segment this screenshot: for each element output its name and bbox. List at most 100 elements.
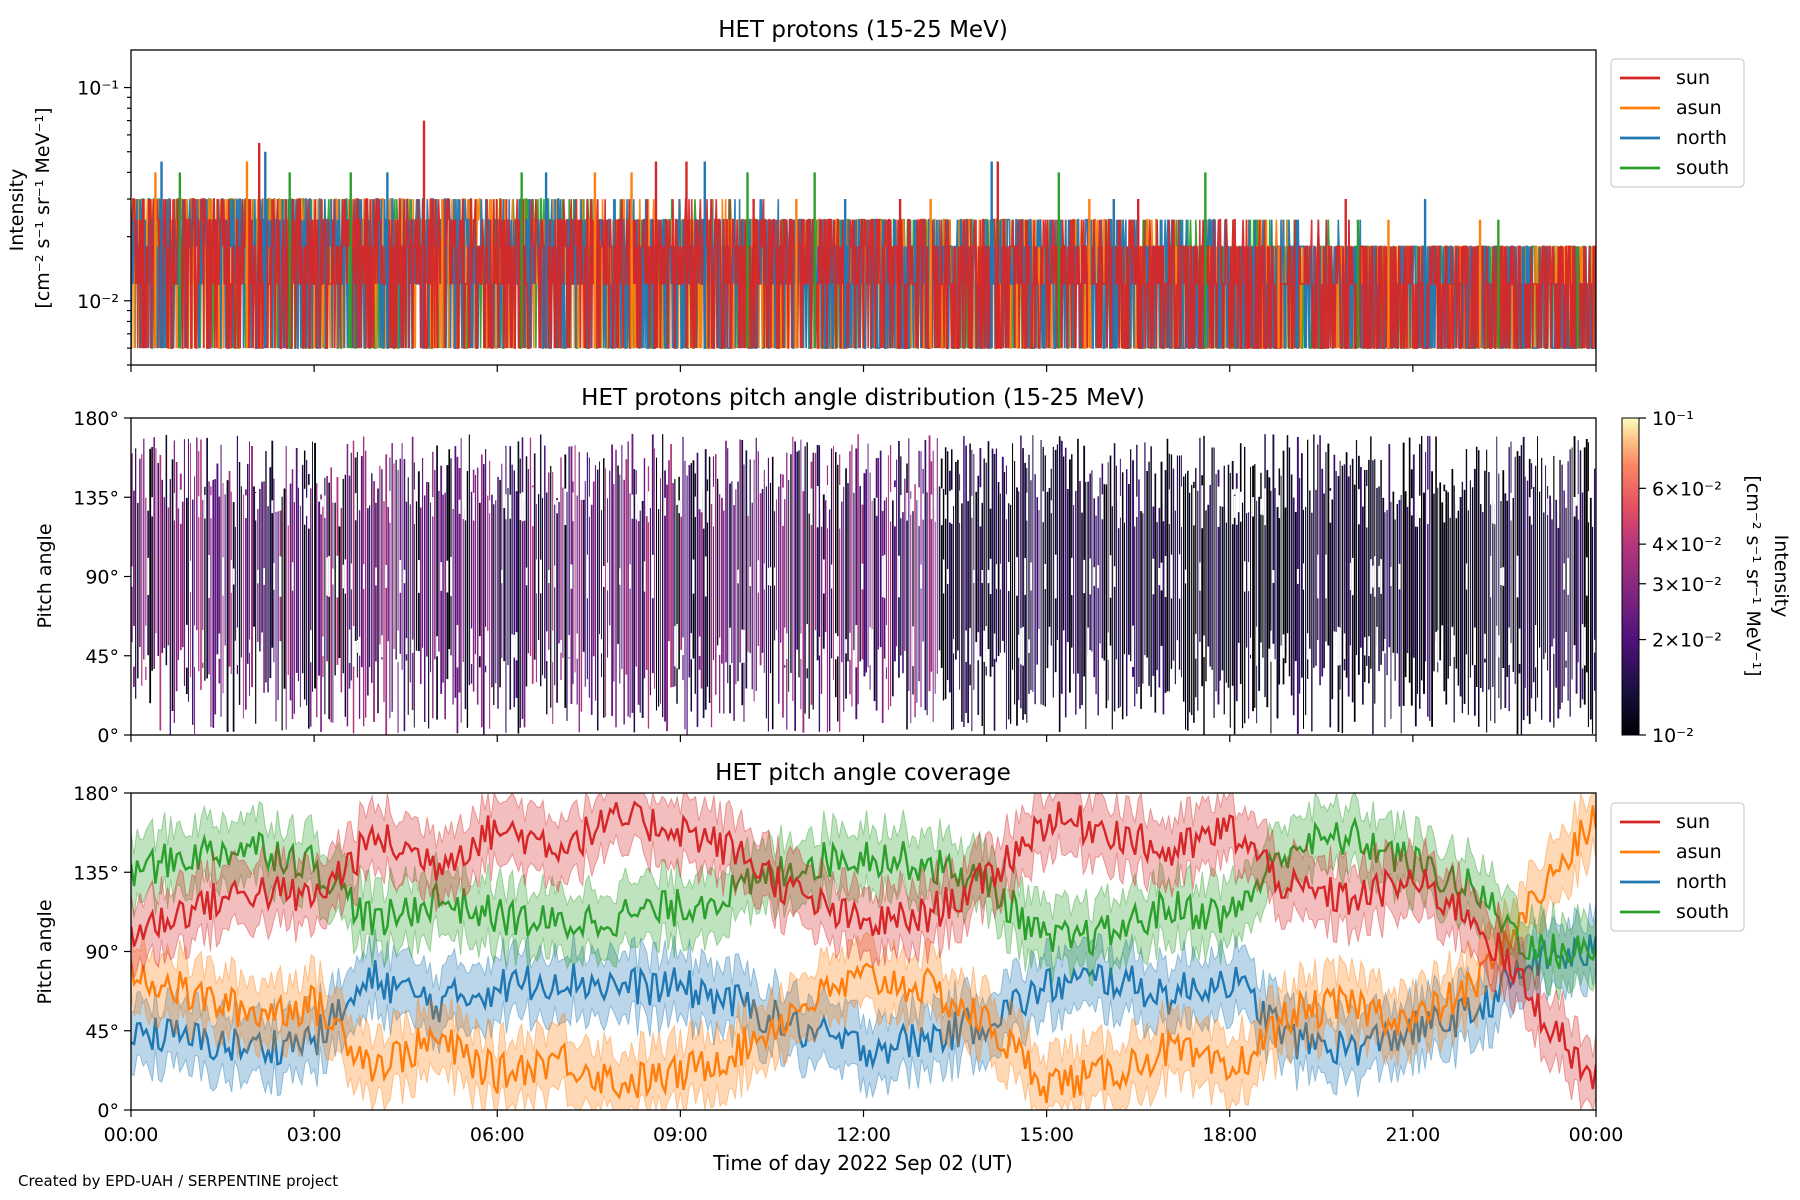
pad-gap xyxy=(287,488,290,526)
pad-column xyxy=(155,448,157,658)
pad-gap xyxy=(1343,633,1347,659)
pad-column xyxy=(932,450,934,722)
pad-column xyxy=(627,441,629,717)
pad-gap xyxy=(342,564,345,589)
pad-column xyxy=(1058,436,1061,732)
pad-column xyxy=(456,456,459,734)
pad-column xyxy=(698,509,701,670)
pad-column xyxy=(556,498,558,703)
pad-column xyxy=(948,470,951,693)
pad-gap xyxy=(308,484,311,529)
pad-column xyxy=(234,502,236,641)
pad-column xyxy=(163,497,165,649)
pad-column xyxy=(712,456,714,661)
pad-column xyxy=(354,457,357,641)
pad-column xyxy=(289,483,292,701)
pad-column xyxy=(161,479,164,654)
pad-column xyxy=(238,462,241,705)
pad-column xyxy=(725,440,727,663)
pad-column xyxy=(657,509,660,707)
pad-gap xyxy=(810,488,813,525)
pad-gap xyxy=(1201,485,1204,529)
pad-column xyxy=(1128,484,1130,655)
pad-column xyxy=(360,456,363,668)
pad-column xyxy=(324,477,326,715)
pad-gap xyxy=(1357,489,1361,525)
pad-column xyxy=(183,439,186,686)
pad-column xyxy=(1205,510,1207,682)
pad-gap xyxy=(631,494,634,519)
pad-column xyxy=(889,445,892,707)
pad-column xyxy=(381,469,383,660)
pad-gap xyxy=(769,567,773,586)
pad-column xyxy=(1341,465,1344,734)
pad-gap xyxy=(979,487,982,527)
pad-column xyxy=(552,472,554,724)
pad-gap xyxy=(839,484,842,529)
pad-column xyxy=(639,510,641,713)
panel1-title: HET protons (15-25 MeV) xyxy=(718,17,1008,43)
pad-column xyxy=(611,444,614,716)
pad-gap xyxy=(1264,488,1267,526)
pad-gap xyxy=(554,565,557,588)
pad-column xyxy=(721,497,723,664)
pad-column xyxy=(885,497,887,679)
pad-gap xyxy=(1449,495,1452,518)
pad-gap xyxy=(576,633,579,659)
pad-gap xyxy=(800,633,803,659)
pad-column xyxy=(1150,446,1152,697)
pad-column xyxy=(841,501,843,663)
pad-column xyxy=(859,486,861,662)
pad-column xyxy=(1250,466,1252,659)
pad-column xyxy=(995,448,998,662)
pad-column xyxy=(900,456,902,656)
pad-gap xyxy=(1243,561,1247,592)
pad-gap xyxy=(1142,500,1145,514)
pad-column xyxy=(542,497,543,676)
pad-column xyxy=(706,479,709,687)
pad-column xyxy=(637,502,640,705)
pad-column xyxy=(1353,484,1356,722)
pad-column xyxy=(421,458,424,648)
pad-column xyxy=(137,502,139,679)
pad-column xyxy=(387,506,389,642)
pad-gap xyxy=(501,569,504,584)
pad-gap xyxy=(1333,631,1336,661)
pad-gap xyxy=(432,497,435,517)
pad-column xyxy=(405,501,408,661)
pad-column xyxy=(1364,470,1366,683)
pad-column xyxy=(749,459,751,654)
y-tick-label: 90° xyxy=(85,567,119,589)
pad-column xyxy=(808,512,810,719)
pad-column xyxy=(1227,464,1230,688)
pad-gap xyxy=(411,639,415,653)
pad-column xyxy=(1191,484,1193,716)
pad-column xyxy=(399,458,402,654)
pad-column xyxy=(877,457,880,650)
pad-column xyxy=(558,501,560,644)
pad-column xyxy=(1477,450,1480,727)
pad-column xyxy=(1262,509,1264,658)
coverage-band-south xyxy=(131,793,1596,1001)
pad-gap xyxy=(332,568,335,585)
pad-column xyxy=(1166,438,1169,692)
pad-column xyxy=(1195,467,1197,698)
pad-column xyxy=(694,473,696,694)
pad-gap xyxy=(145,625,148,667)
pad-column xyxy=(601,510,603,677)
pad-column xyxy=(244,489,247,710)
pad-column xyxy=(283,488,286,689)
pad-gap xyxy=(1573,497,1576,517)
pad-column xyxy=(179,473,182,651)
pad-gap xyxy=(702,484,706,529)
pad-column xyxy=(301,464,304,674)
pad-column xyxy=(1455,502,1458,669)
pad-gap xyxy=(1030,562,1033,591)
pad-column xyxy=(537,494,540,640)
pad-gap xyxy=(1414,486,1418,527)
pad-column xyxy=(501,463,503,658)
pad-column xyxy=(965,445,967,713)
pad-column xyxy=(1543,512,1545,660)
pad-column xyxy=(690,463,692,712)
